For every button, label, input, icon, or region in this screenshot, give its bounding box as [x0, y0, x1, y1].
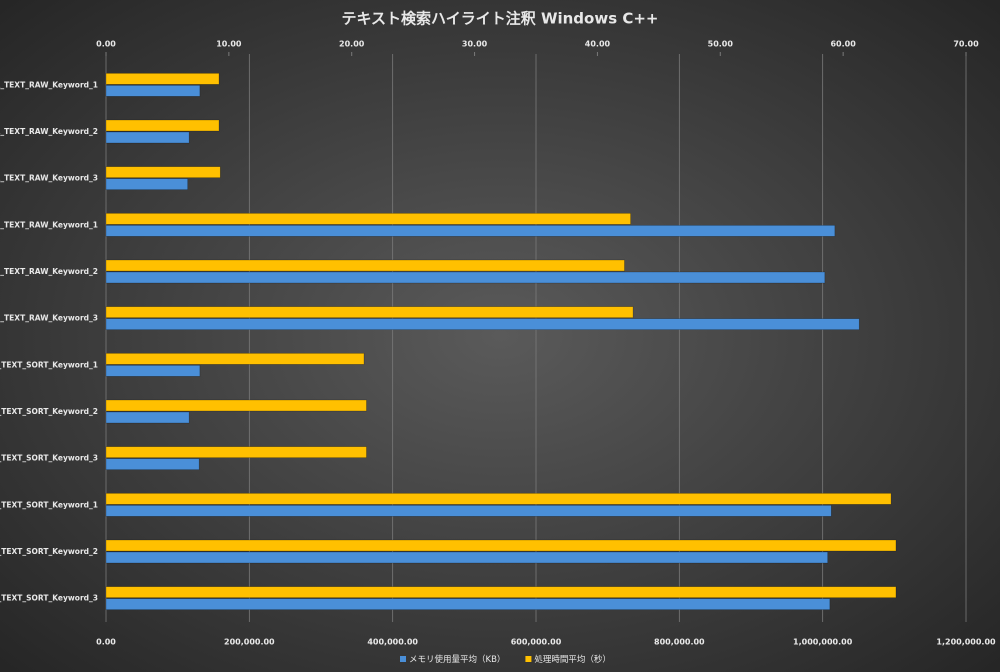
bar	[105, 539, 897, 552]
x2-tick-label: 70.00	[953, 40, 979, 49]
bar	[105, 586, 897, 598]
x2-tick-label: 50.00	[708, 40, 734, 49]
x-tick-label: 1,000,000.00	[793, 638, 853, 647]
bar	[105, 365, 201, 377]
bar	[105, 259, 625, 272]
y-tick-label: B_TEXT_SORT_Keyword_2	[0, 547, 98, 556]
bar	[105, 306, 634, 318]
bar	[105, 318, 860, 330]
bar	[105, 119, 220, 132]
bar	[105, 493, 892, 505]
bar	[105, 166, 221, 178]
y-tick-label: B_TEXT_SORT_Keyword_1	[0, 500, 98, 509]
bar	[105, 213, 631, 225]
x2-tick-label: 20.00	[339, 40, 365, 49]
legend-swatch	[400, 656, 406, 662]
x2-tick-label: 60.00	[830, 40, 856, 49]
bar	[105, 353, 365, 365]
y-tick-label: B_TEXT_SORT_Keyword_3	[0, 594, 98, 603]
bar	[105, 73, 220, 85]
x-tick-label: 200,000.00	[224, 638, 275, 647]
bar	[105, 131, 190, 144]
bar	[105, 505, 832, 517]
bar	[105, 178, 188, 190]
bar	[105, 551, 828, 564]
x-tick-label: 600,000.00	[511, 638, 562, 647]
x2-tick-label: 0.00	[96, 40, 116, 49]
y-tick-label: B_TEXT_RAW_Keyword_1	[0, 220, 98, 229]
bar	[105, 458, 200, 470]
y-tick-label: A_TEXT_RAW_Keyword_3	[0, 174, 98, 183]
x-tick-label: 0.00	[96, 638, 116, 647]
y-tick-label: B_TEXT_RAW_Keyword_3	[0, 314, 98, 323]
bar	[105, 598, 831, 610]
legend-swatch	[525, 656, 532, 662]
bar	[105, 85, 201, 97]
bar	[105, 446, 367, 458]
x2-tick-label: 30.00	[462, 40, 488, 49]
x-tick-label: 800,000.00	[654, 638, 705, 647]
y-tick-label: A_TEXT_SORT_Keyword_1	[0, 360, 98, 369]
x2-tick-label: 10.00	[216, 40, 242, 49]
chart-title: テキスト検索ハイライト注釈 Windows C++	[341, 10, 658, 28]
x-tick-label: 1,200,000.00	[936, 638, 996, 647]
bar	[105, 271, 826, 284]
legend-label: メモリ使用量平均（KB）	[409, 654, 505, 665]
bar	[105, 225, 836, 237]
x2-tick-label: 40.00	[585, 40, 611, 49]
y-tick-label: A_TEXT_RAW_Keyword_2	[0, 127, 98, 136]
x-tick-label: 400,000.00	[367, 638, 418, 647]
y-tick-label: A_TEXT_SORT_Keyword_2	[0, 407, 98, 416]
y-tick-label: B_TEXT_RAW_Keyword_2	[0, 267, 98, 276]
y-tick-label: A_TEXT_RAW_Keyword_1	[0, 80, 98, 89]
y-tick-label: A_TEXT_SORT_Keyword_3	[0, 454, 98, 463]
bar	[105, 399, 367, 412]
legend-label: 処理時間平均（秒）	[534, 654, 611, 665]
bar	[105, 411, 190, 424]
